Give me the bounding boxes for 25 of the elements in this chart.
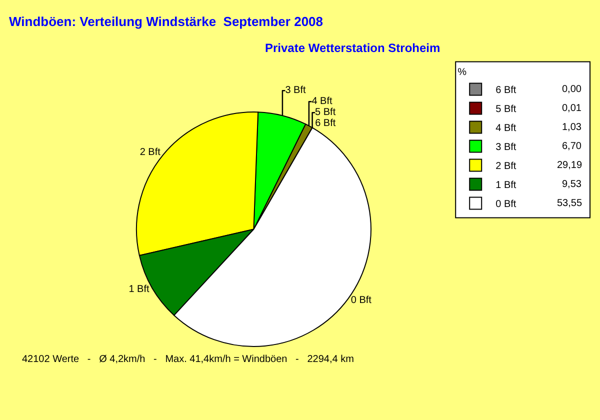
legend-label: 0 Bft (496, 199, 516, 210)
text: 0,00 (562, 84, 582, 95)
data-label: 1,03 (562, 122, 582, 133)
data-label: 0,01 (562, 103, 582, 114)
category-label: 6 Bft (315, 118, 336, 130)
data-label: 9,53 (562, 179, 582, 190)
slice-label: 4 Bft (312, 96, 332, 108)
legend-label: 2 Bft (496, 161, 516, 172)
slice-label: 5 Bft (315, 107, 336, 118)
legend-label: 6 Bft (496, 85, 516, 96)
chart-title: Windböen: Verteilung Windstärke September 2008 (9, 14, 324, 29)
slice-label: 2 Bft (140, 146, 161, 158)
slice-label: 3 Bft (285, 85, 306, 96)
text: 42102 Werte - Ø 4,2km/h - Max. 41,4km/h = Windböen - 2294,4 km (22, 354, 354, 365)
legend-label: 4 Bft (496, 123, 516, 134)
legend-label: 3 Bft (496, 142, 516, 154)
legend-label: 5 Bft (496, 104, 516, 116)
slice-label: 0 Bft (350, 295, 372, 306)
legend-title: % (458, 66, 467, 78)
chart-subtitle: Private Wetterstation Stroheim (265, 41, 440, 55)
data-label: 53,55 (557, 198, 582, 209)
legend-label: 1 Bft (496, 180, 516, 192)
data-label: 6,70 (562, 141, 582, 152)
data-label: 29,19 (557, 160, 582, 171)
slice-label: 1 Bft (128, 284, 150, 295)
